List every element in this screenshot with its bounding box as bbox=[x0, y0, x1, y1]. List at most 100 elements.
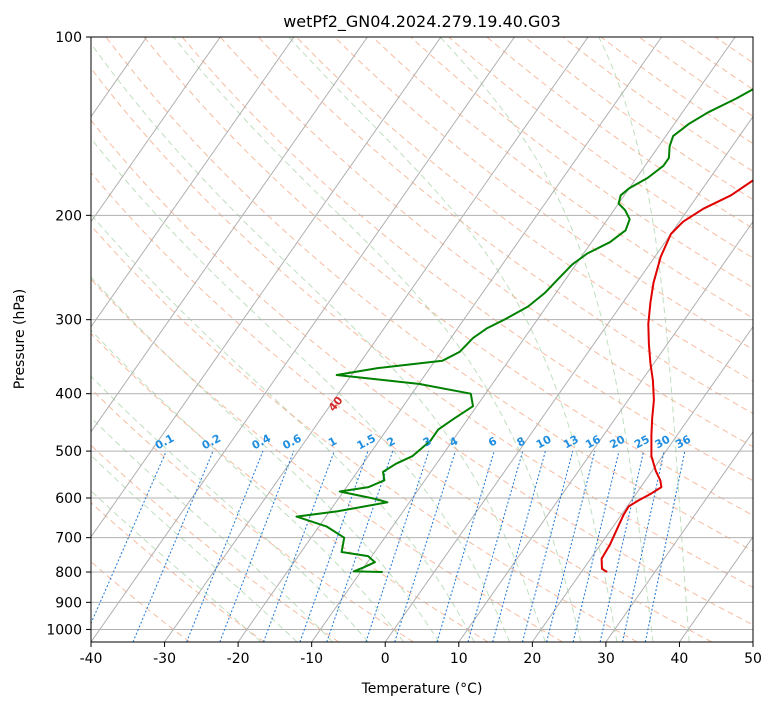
dry-adiabat-line bbox=[219, 37, 753, 448]
isotherm-line bbox=[752, 641, 753, 642]
dry-adiabat-line bbox=[296, 37, 753, 382]
mixing-ratio-lines bbox=[91, 450, 686, 642]
x-axis: -40 -30 -20 -10 0 10 20 30 40 50 bbox=[80, 642, 762, 667]
mixing-ratio-label: 0.2 bbox=[200, 432, 223, 453]
plot-frame bbox=[90, 36, 754, 643]
mixing-ratio-line bbox=[521, 450, 574, 642]
isotherm-line bbox=[679, 536, 753, 642]
y-tick-label: 1000 bbox=[46, 622, 82, 638]
isotherm-line bbox=[531, 325, 753, 642]
y-tick-label: 200 bbox=[55, 208, 82, 224]
isotherm-line bbox=[237, 37, 663, 642]
dry-adiabat-line bbox=[91, 278, 563, 642]
mixing-ratio-line bbox=[467, 450, 524, 642]
isotherm-line bbox=[91, 37, 368, 433]
isotherm-line bbox=[91, 37, 295, 328]
y-axis: 100 200 300 400 500 600 700 800 900 1000 bbox=[46, 30, 91, 638]
mixing-ratio-label: 0.4 bbox=[250, 432, 274, 453]
mixing-ratio-label: 20 bbox=[608, 433, 628, 452]
dry-adiabat-line bbox=[91, 388, 414, 642]
isotherm-line bbox=[0, 37, 73, 642]
y-tick-label: 400 bbox=[55, 387, 82, 403]
x-tick-label: 10 bbox=[450, 651, 468, 667]
dry-adiabat-line bbox=[91, 444, 340, 642]
x-tick-label: 50 bbox=[744, 651, 762, 667]
x-tick-label: 40 bbox=[671, 651, 689, 667]
dry-adiabat-line bbox=[91, 119, 753, 626]
y-tick-label: 700 bbox=[55, 531, 82, 547]
moist-adiabat-line bbox=[91, 137, 511, 642]
moist-adiabat-line bbox=[91, 42, 546, 642]
isotherm-line bbox=[458, 220, 753, 642]
dry-adiabat-line bbox=[105, 37, 753, 552]
dry-adiabat-line bbox=[676, 37, 753, 90]
dry-adiabat-line bbox=[91, 502, 265, 642]
x-tick-label: 30 bbox=[597, 651, 615, 667]
data-series bbox=[295, 88, 753, 573]
mixing-ratio-line bbox=[132, 450, 214, 642]
mixing-ratio-line bbox=[186, 450, 264, 642]
mixing-ratio-line bbox=[394, 450, 456, 642]
y-tick-label: 100 bbox=[55, 30, 82, 46]
chart-title: wetPf2_GN04.2024.279.19.40.G03 bbox=[283, 12, 561, 32]
isotherm-line bbox=[91, 37, 515, 642]
mixing-ratio-line bbox=[91, 450, 167, 625]
moist-adiabat-line bbox=[439, 37, 654, 642]
dry-adiabat-line bbox=[91, 224, 638, 642]
moist-adiabat-line bbox=[91, 276, 440, 642]
dry-adiabat-line bbox=[448, 37, 753, 259]
x-tick-label: -10 bbox=[300, 651, 323, 667]
isotherm-line bbox=[91, 37, 442, 538]
dry-adiabat-line bbox=[372, 37, 753, 319]
y-tick-label: 300 bbox=[55, 313, 82, 329]
mixing-ratio-line bbox=[622, 450, 665, 642]
isotherm-line bbox=[605, 430, 753, 642]
x-tick-label: -30 bbox=[153, 651, 176, 667]
x-axis-title: Temperature (°C) bbox=[361, 681, 483, 697]
mixing-ratio-label: 16 bbox=[583, 433, 603, 452]
mixing-ratio-label: 36 bbox=[673, 433, 693, 452]
mixing-ratio-label: 1.5 bbox=[355, 432, 378, 453]
dry-adiabat-label: 40 bbox=[326, 394, 346, 414]
moist-adiabats bbox=[91, 37, 690, 642]
x-tick-label: -20 bbox=[227, 651, 250, 667]
x-tick-label: -40 bbox=[80, 651, 103, 667]
dry-adiabat-line bbox=[600, 37, 753, 145]
isotherm-line bbox=[164, 37, 589, 642]
isotherm-line bbox=[311, 37, 736, 642]
mixing-ratio-label: 0.1 bbox=[153, 432, 176, 453]
mixing-ratio-label: 4 bbox=[447, 434, 460, 449]
dry-adiabat-line bbox=[334, 37, 753, 350]
moist-adiabat-line bbox=[598, 37, 690, 642]
dry-adiabat-line bbox=[410, 37, 753, 289]
mixing-ratio-label: 6 bbox=[486, 434, 499, 449]
y-tick-label: 900 bbox=[55, 595, 82, 611]
y-tick-label: 500 bbox=[55, 444, 82, 460]
moist-adiabat-line bbox=[173, 37, 582, 642]
mixing-ratio-label: 2 bbox=[385, 434, 398, 449]
isobars bbox=[91, 37, 753, 630]
moist-adiabat-line bbox=[91, 454, 298, 642]
moist-adiabat-line bbox=[288, 37, 618, 642]
dry-adiabat-line bbox=[181, 37, 753, 482]
y-tick-label: 800 bbox=[55, 565, 82, 581]
dry-adiabats bbox=[91, 37, 753, 642]
mixing-ratio-line bbox=[644, 451, 686, 642]
dry-adiabat-line bbox=[257, 37, 753, 415]
moist-adiabat-line bbox=[91, 375, 369, 642]
dry-adiabat-line bbox=[91, 171, 713, 642]
mixing-ratio-label: 1 bbox=[326, 434, 339, 449]
dry-adiabat-line bbox=[143, 37, 753, 516]
mixing-ratio-line bbox=[263, 450, 335, 642]
mixing-ratio-line bbox=[546, 450, 596, 642]
dry-adiabat-line bbox=[91, 332, 489, 642]
mixing-ratio-label: 25 bbox=[632, 433, 652, 452]
mixing-ratio-line bbox=[599, 450, 645, 642]
mixing-ratio-line bbox=[365, 450, 430, 642]
x-tick-label: 0 bbox=[381, 651, 390, 667]
mixing-ratio-line bbox=[572, 450, 620, 642]
mixing-ratio-label: 10 bbox=[534, 433, 554, 452]
moist-adiabat-line bbox=[91, 490, 262, 642]
